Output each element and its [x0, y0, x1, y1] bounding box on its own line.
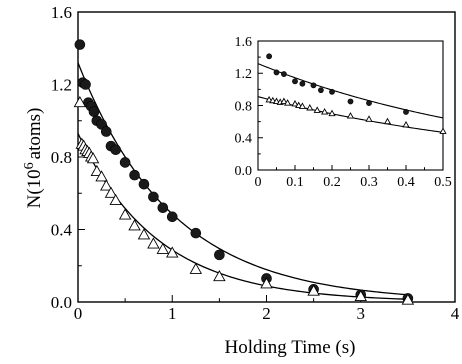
y-tick-label: 1.6 — [235, 35, 253, 50]
data-point-circle — [88, 106, 100, 117]
data-point-triangle — [118, 208, 132, 220]
data-point-triangle — [401, 293, 415, 305]
data-point-triangle — [128, 219, 141, 231]
data-point-circle — [310, 82, 317, 89]
data-point-triangle — [100, 179, 113, 191]
data-point-triangle — [320, 108, 329, 115]
data-point-circle — [190, 227, 202, 239]
data-point-circle — [157, 202, 169, 214]
data-point-circle — [129, 169, 140, 181]
data-point-triangle — [147, 237, 160, 249]
data-point-triangle — [73, 95, 87, 108]
x-tick-label: 0 — [74, 304, 83, 323]
inset-chart: 0 0.1 0.2 0.3 0.4 0.5 0.0 0.4 0.8 1.2 1.6 — [235, 35, 452, 190]
y-tick-label: 0.0 — [235, 164, 253, 179]
main-chart: 0 1 2 3 4 0.0 0.4 0.8 1.2 1.6 Holding Time (s) N(10… — [22, 3, 460, 358]
data-point-triangle — [346, 112, 355, 119]
data-point-triangle — [109, 193, 122, 205]
data-point-triangle — [95, 170, 108, 182]
x-tick-label: 0 — [255, 175, 262, 190]
data-point-triangle — [213, 269, 226, 282]
data-point-circle — [138, 178, 150, 190]
data-point-triangle — [280, 97, 288, 105]
data-point-circle — [366, 100, 372, 106]
y-tick-label: 1.6 — [51, 3, 72, 22]
y-tick-label: 0.8 — [235, 99, 253, 114]
data-point-triangle — [86, 152, 100, 164]
data-point-triangle — [365, 115, 373, 122]
y-tick-label: 1.2 — [235, 67, 253, 82]
x-tick-label: 2 — [262, 304, 271, 323]
y-tick-label: 0.4 — [235, 132, 253, 147]
data-point-triangle — [272, 97, 281, 105]
data-point-triangle — [104, 186, 118, 198]
data-point-triangle — [189, 262, 203, 274]
data-point-triangle — [90, 164, 104, 176]
data-point-triangle — [313, 106, 321, 113]
data-point-circle — [329, 88, 335, 95]
y-axis-title: N(106 atoms) — [22, 108, 45, 209]
data-point-triangle — [137, 228, 151, 240]
x-tick-label: 0.2 — [323, 175, 341, 190]
data-point-triangle — [402, 120, 410, 128]
x-tick-label: 3 — [357, 304, 366, 323]
data-point-triangle — [307, 284, 320, 296]
data-point-circle — [100, 126, 112, 137]
x-tick-label: 0.3 — [360, 175, 378, 190]
x-tick-label: 0.4 — [397, 175, 415, 190]
data-point-triangle — [298, 102, 307, 109]
y-tick-label: 0.8 — [51, 148, 72, 167]
y-tick-label: 0.4 — [51, 220, 73, 239]
data-point-triangle — [291, 99, 299, 107]
data-point-circle — [119, 157, 131, 168]
data-point-triangle — [295, 101, 303, 109]
y-tick-label: 0.0 — [51, 293, 72, 312]
data-point-circle — [273, 69, 280, 76]
x-tick-label: 0.1 — [286, 175, 304, 190]
y-axis-title-exponent: 6 — [22, 162, 37, 169]
fit-curve — [257, 63, 444, 119]
data-point-circle — [214, 249, 225, 261]
data-point-circle — [403, 109, 409, 115]
fit-curve — [77, 133, 408, 300]
data-point-circle — [317, 87, 324, 94]
data-point-triangle — [269, 96, 277, 104]
data-point-circle — [74, 39, 86, 50]
data-point-circle — [80, 79, 91, 90]
x-tick-label: 0.5 — [434, 175, 452, 190]
data-point-triangle — [439, 127, 447, 134]
data-point-triangle — [260, 277, 273, 289]
data-point-triangle — [306, 104, 314, 111]
data-point-triangle — [383, 117, 392, 125]
data-point-circle — [166, 211, 178, 223]
data-point-circle — [280, 71, 287, 77]
data-point-triangle — [328, 109, 336, 117]
x-tick-label: 4 — [451, 304, 460, 323]
fit-curve — [77, 62, 408, 296]
data-point-triangle — [156, 242, 170, 254]
data-point-triangle — [166, 246, 179, 258]
y-axis-title-base: N(10 — [24, 169, 45, 208]
data-point-triangle — [283, 99, 292, 106]
y-tick-label: 1.2 — [51, 75, 72, 94]
data-point-circle — [266, 53, 272, 60]
data-point-circle — [347, 98, 354, 105]
x-axis-title: Holding Time (s) — [225, 337, 356, 358]
data-point-triangle — [354, 289, 367, 302]
data-point-circle — [292, 78, 298, 85]
data-point-triangle — [265, 95, 273, 103]
y-axis-title-unit: atoms) — [24, 108, 45, 160]
data-point-circle — [110, 144, 121, 156]
data-point-circle — [148, 191, 159, 203]
x-tick-label: 1 — [168, 304, 177, 323]
data-point-circle — [299, 80, 306, 87]
